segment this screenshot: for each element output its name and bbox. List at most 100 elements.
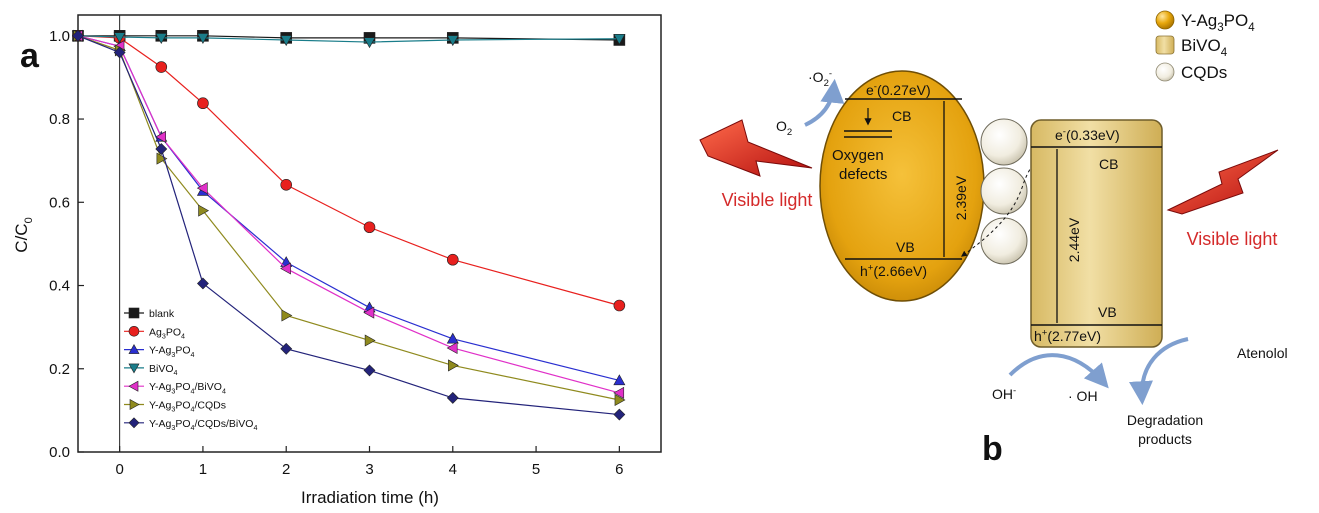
data-point: [280, 342, 293, 355]
bivo4-legend-icon: [1155, 35, 1175, 55]
data-point: [448, 359, 459, 372]
x-tick-label: 5: [532, 461, 540, 478]
x-axis-ticks: 0 1 2 3 4 5 6: [115, 446, 624, 478]
hydroxyl-label: · OH: [1068, 388, 1098, 404]
oxygen-defects-line1: Oxygen: [832, 147, 884, 164]
data-point: [446, 253, 459, 266]
y-ag3po4-vb-level: h+(2.66eV): [860, 263, 927, 279]
legend-label: Y-Ag3PO4: [149, 345, 195, 359]
lightning-bolt-icon-left: [699, 119, 813, 177]
series-line: [77, 35, 620, 416]
y-ag3po4-legend-icon: [1155, 10, 1175, 30]
data-point: [446, 391, 459, 404]
y-tick-label: 0.6: [49, 194, 70, 211]
data-point: [613, 374, 626, 386]
x-tick-label: 6: [615, 461, 623, 478]
data-point: [198, 204, 210, 217]
series-Y-Ag3PO4/CQDs/BiVO4: [72, 29, 626, 421]
panel-b-label: b: [982, 430, 1003, 468]
data-point: [280, 179, 293, 191]
hydroxide-label: OH-: [992, 386, 1016, 402]
data-point: [155, 33, 168, 45]
legend-marker: [128, 307, 140, 319]
y-tick-label: 0.2: [49, 361, 70, 378]
electron-transfer-arrow: [961, 145, 1057, 257]
series-BiVO4: [71, 31, 626, 49]
legend-bivo4: BiVO4: [1181, 36, 1228, 59]
y-tick-label: 0.8: [49, 111, 70, 128]
bivo4-gap: 2.44eV: [1066, 217, 1082, 262]
data-point: [156, 152, 168, 165]
superoxide-label: ·O2-: [808, 69, 832, 90]
panel-b: Y-Ag3PO4 BiVO4 CQDs Visible light Visibl…: [699, 10, 1288, 468]
data-point: [446, 35, 459, 47]
y-ag3po4-cb-level: e-(0.27eV): [866, 82, 931, 98]
chart-legend: blank Ag3PO4 Y-Ag3PO4 BiVO4 Y-Ag3PO4/BiVO4 Y-…: [124, 307, 257, 432]
x-tick-label: 1: [199, 461, 207, 478]
legend-label: Ag3PO4: [149, 326, 185, 340]
series-line: [78, 35, 620, 41]
data-point: [364, 334, 376, 347]
x-axis-title: Irradiation time (h): [301, 488, 439, 507]
panel-b-legend: Y-Ag3PO4 BiVO4 CQDs: [1155, 10, 1255, 82]
atenolol-label: Atenolol: [1237, 345, 1288, 361]
visible-light-label-left: Visible light: [722, 190, 813, 210]
data-point: [281, 309, 293, 322]
degradation-products-line1: Degradation: [1127, 412, 1203, 428]
data-point: [363, 306, 375, 319]
legend-label: blank: [149, 308, 175, 320]
bivo4-particle: [1030, 119, 1163, 348]
series-line: [77, 35, 620, 43]
cqd-legend-icon: [1155, 62, 1175, 82]
o2-label: O2: [776, 118, 792, 138]
cqd-particle-2: [980, 167, 1028, 215]
data-point: [363, 37, 376, 49]
data-point: [446, 341, 458, 354]
series-line: [77, 35, 620, 307]
data-point: [446, 332, 459, 344]
legend-label: Y-Ag3PO4/BiVO4: [149, 381, 226, 395]
oxygen-defects-line2: defects: [839, 166, 887, 183]
data-point: [113, 46, 126, 59]
data-point: [197, 97, 209, 110]
bivo4-cb-label: CB: [1099, 156, 1118, 172]
visible-light-label-right: Visible light: [1187, 229, 1278, 249]
data-point: [197, 277, 209, 290]
cqd-particle-3: [980, 217, 1028, 265]
data-point: [155, 61, 168, 73]
legend-marker: [128, 343, 140, 354]
data-point: [613, 299, 626, 312]
legend-y-ag3po4: Y-Ag3PO4: [1181, 11, 1255, 34]
series-line: [77, 35, 620, 394]
legend-marker: [128, 380, 139, 392]
series-Ag3PO4: [72, 30, 626, 312]
x-tick-label: 4: [449, 461, 457, 478]
legend-cqds: CQDs: [1181, 63, 1227, 82]
data-point: [196, 182, 208, 195]
x-tick-label: 0: [115, 461, 123, 478]
data-point: [613, 386, 625, 399]
legend-marker: [128, 363, 140, 374]
panel-a-label: a: [20, 37, 40, 75]
bivo4-vb-label: VB: [1098, 304, 1117, 320]
legend-label: Y-Ag3PO4/CQDs/BiVO4: [149, 418, 257, 432]
bivo4-cb-level: e-(0.33eV): [1055, 127, 1120, 143]
data-point: [280, 262, 291, 275]
data-point: [155, 143, 168, 155]
degradation-arrow: [1129, 337, 1189, 406]
data-point: [113, 32, 126, 44]
hydroxyl-arrow: [1008, 353, 1109, 389]
x-tick-label: 2: [282, 461, 290, 478]
y-axis-ticks: 0.0 0.2 0.4 0.6 0.8 1.0: [49, 28, 84, 461]
x-tick-label: 3: [365, 461, 373, 478]
y-axis-title: C/C0: [12, 217, 35, 252]
bivo4-vb-level: h+(2.77eV): [1034, 328, 1101, 344]
series-Y-Ag3PO4/BiVO4: [71, 29, 625, 399]
data-point: [280, 35, 293, 47]
legend-marker: [128, 325, 140, 337]
lightning-bolt-icon-right: [1166, 149, 1279, 215]
legend-marker: [128, 417, 140, 429]
panel-a: a 0 1 2 3 4 5 6 0.0 0.2 0.4 0.6 0.8 1.0 Irradiation…: [12, 14, 662, 507]
degradation-products-line2: products: [1138, 431, 1192, 447]
